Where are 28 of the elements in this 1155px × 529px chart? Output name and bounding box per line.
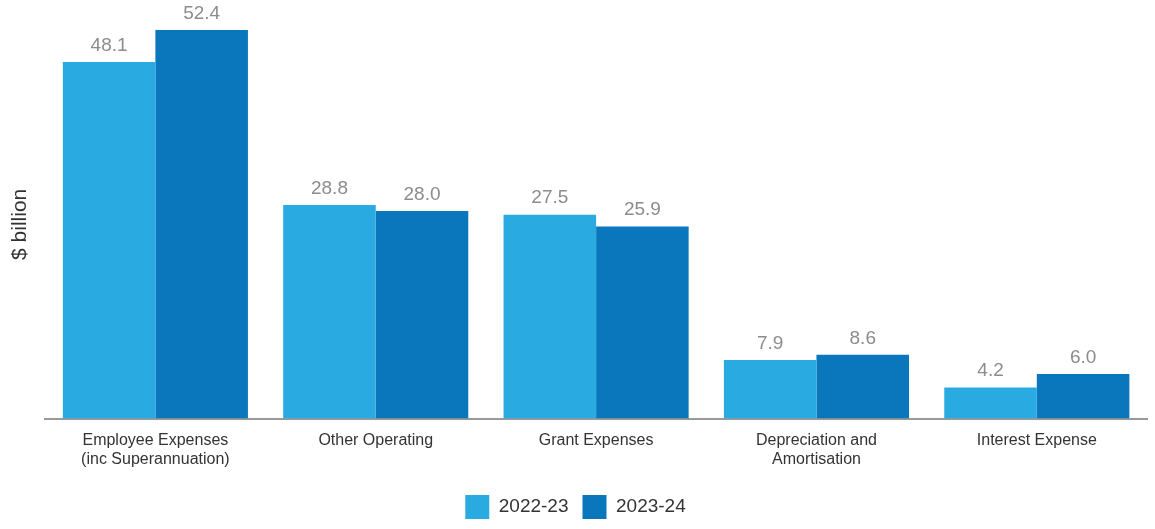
bar [283, 205, 376, 419]
data-label: 48.1 [90, 33, 128, 55]
x-tick-label: Employee Expenses (inc Superannuation) [81, 430, 230, 467]
y-axis-title: $ billion [7, 188, 31, 260]
data-label: 7.9 [756, 331, 784, 353]
data-label: 8.6 [849, 326, 876, 348]
data-label: 28.8 [310, 176, 348, 198]
bar [155, 30, 248, 419]
bar [723, 360, 817, 419]
bar [816, 354, 910, 419]
data-label: 4.2 [977, 359, 1004, 381]
data-label: 28.0 [403, 182, 441, 204]
legend-label: 2022-23 [498, 495, 569, 517]
data-label: 6.0 [1069, 345, 1097, 367]
x-tick-label: Grant Expenses [538, 430, 654, 448]
legend-label: 2023-24 [616, 495, 687, 517]
x-tick-label: Depreciation and Amortisation [755, 430, 877, 467]
bar [1036, 374, 1130, 419]
data-label: 27.5 [531, 186, 569, 208]
bar [944, 387, 1037, 419]
bar [62, 61, 156, 419]
bar [503, 214, 597, 419]
data-label: 52.4 [183, 1, 221, 23]
bar [375, 210, 469, 419]
x-tick-label: Interest Expense [976, 430, 1097, 448]
data-label: 25.9 [623, 198, 661, 220]
x-tick-label: Other Operating [318, 430, 434, 448]
bar [596, 226, 689, 419]
